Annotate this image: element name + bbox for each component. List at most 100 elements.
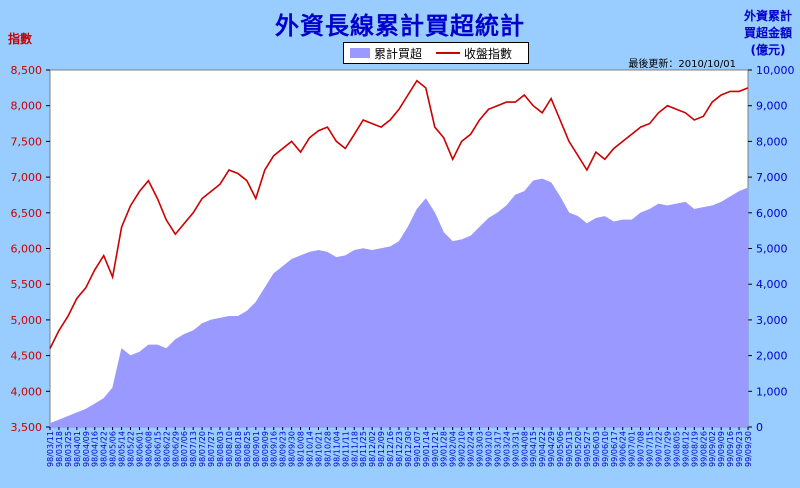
right-tick-label: 7,000 (756, 171, 788, 184)
right-axis-label: 外資累計 買超金額 (億元) (740, 8, 796, 59)
x-tick-label: 98/12/23 (395, 431, 404, 467)
legend-area-swatch (350, 48, 370, 58)
right-axis-label-line2: 買超金額 (743, 26, 792, 40)
x-tick-label: 99/01/14 (422, 431, 431, 467)
x-tick-label: 99/09/16 (726, 431, 735, 467)
left-tick-label: 7,500 (11, 135, 43, 148)
legend-line-label: 收盤指數 (464, 46, 513, 61)
left-tick-label: 6,000 (11, 243, 43, 256)
right-tick-label: 6,000 (756, 207, 788, 220)
x-tick-label: 99/09/23 (735, 431, 744, 467)
legend-area-label: 累計買超 (374, 46, 423, 61)
legend-line-swatch (436, 52, 461, 54)
right-tick-label: 9,000 (756, 100, 788, 113)
x-tick-label: 98/11/04 (332, 431, 341, 467)
x-tick-label: 99/03/17 (493, 431, 502, 467)
x-tick-label: 98/12/30 (404, 431, 413, 467)
x-tick-label: 98/12/09 (377, 431, 386, 467)
x-tick-label: 98/08/10 (225, 431, 234, 467)
left-tick-label: 6,500 (11, 207, 43, 220)
x-tick-label: 98/10/21 (314, 431, 323, 467)
x-tick-label: 98/06/08 (144, 431, 153, 467)
x-tick-label: 99/03/03 (476, 431, 485, 467)
x-tick-label: 99/02/10 (458, 431, 467, 467)
x-tick-label: 99/04/15 (529, 431, 538, 467)
left-tick-label: 4,000 (11, 385, 43, 398)
x-tick-label: 98/11/25 (359, 431, 368, 467)
x-tick-label: 99/04/29 (547, 431, 556, 467)
right-tick-label: 0 (756, 421, 763, 434)
x-tick-label: 98/06/15 (153, 431, 162, 467)
x-tick-label: 98/08/18 (234, 431, 243, 467)
right-axis-label-line1: 外資累計 (743, 9, 792, 23)
x-tick-label: 98/10/08 (297, 431, 306, 467)
x-tick-label: 99/08/05 (672, 431, 681, 467)
x-tick-label: 99/06/03 (592, 431, 601, 467)
x-tick-label: 99/03/24 (502, 431, 511, 467)
x-tick-label: 98/10/14 (306, 431, 315, 467)
x-tick-label: 98/04/09 (82, 431, 91, 467)
left-axis-label: 指數 (8, 32, 33, 46)
legend: 累計買超 收盤指數 (343, 42, 529, 64)
left-tick-label: 5,000 (11, 314, 43, 327)
x-tick-label: 98/04/16 (91, 431, 100, 467)
x-tick-label: 99/04/22 (538, 431, 547, 467)
x-tick-label: 99/07/08 (637, 431, 646, 467)
right-tick-label: 10,000 (756, 64, 795, 77)
x-tick-label: 98/11/11 (341, 431, 350, 467)
update-date: 最後更新：2010/10/01 (628, 59, 736, 70)
x-tick-label: 99/07/29 (663, 431, 672, 467)
right-tick-label: 1,000 (756, 385, 788, 398)
right-tick-label: 8,000 (756, 135, 788, 148)
legend-item-area: 累計買超 (350, 45, 422, 62)
x-tick-label: 98/08/03 (216, 431, 225, 467)
x-tick-label: 98/03/11 (46, 431, 55, 467)
x-tick-label: 99/04/08 (520, 431, 529, 467)
x-tick-label: 98/06/29 (171, 431, 180, 467)
x-tick-label: 99/06/24 (619, 431, 628, 467)
x-tick-label: 99/06/17 (610, 431, 619, 467)
x-tick-label: 98/12/16 (386, 431, 395, 467)
x-tick-label: 98/09/30 (288, 431, 297, 467)
x-tick-label: 98/07/06 (180, 431, 189, 467)
x-tick-label: 98/07/13 (189, 431, 198, 467)
left-tick-label: 4,500 (11, 350, 43, 363)
left-tick-label: 3,500 (11, 421, 43, 434)
x-tick-label: 98/09/01 (252, 431, 261, 467)
x-tick-label: 99/03/31 (511, 431, 520, 467)
x-tick-label: 98/09/23 (279, 431, 288, 467)
right-tick-label: 3,000 (756, 314, 788, 327)
x-tick-label: 99/09/02 (708, 431, 717, 467)
x-tick-label: 98/10/28 (323, 431, 332, 467)
x-tick-label: 98/03/25 (64, 431, 73, 467)
x-tick-label: 98/09/16 (270, 431, 279, 467)
x-tick-label: 99/09/09 (717, 431, 726, 467)
x-tick-label: 98/05/14 (118, 431, 127, 467)
right-tick-label: 2,000 (756, 350, 788, 363)
x-tick-label: 98/03/18 (55, 431, 64, 467)
x-tick-label: 98/06/01 (135, 431, 144, 467)
x-tick-label: 98/06/22 (162, 431, 171, 467)
x-tick-label: 99/05/27 (583, 431, 592, 467)
x-tick-label: 99/05/20 (574, 431, 583, 467)
left-tick-label: 7,000 (11, 171, 43, 184)
x-tick-label: 99/08/26 (699, 431, 708, 467)
x-tick-label: 98/12/02 (368, 431, 377, 467)
x-tick-label: 98/09/09 (261, 431, 270, 467)
x-tick-label: 99/08/12 (681, 431, 690, 467)
x-tick-label: 98/05/06 (109, 431, 118, 467)
x-tick-label: 98/08/25 (243, 431, 252, 467)
left-tick-label: 5,500 (11, 278, 43, 291)
x-tick-label: 99/06/10 (601, 431, 610, 467)
x-tick-label: 99/02/04 (449, 431, 458, 467)
x-tick-label: 98/07/27 (207, 431, 216, 467)
x-tick-label: 99/07/15 (646, 431, 655, 467)
x-tick-label: 98/05/22 (127, 431, 136, 467)
x-tick-label: 99/08/19 (690, 431, 699, 467)
x-tick-label: 99/03/10 (484, 431, 493, 467)
x-tick-label: 99/01/21 (431, 431, 440, 467)
left-tick-label: 8,500 (11, 64, 43, 77)
x-tick-label: 99/09/30 (744, 431, 753, 467)
closing-index-line (49, 79, 749, 349)
